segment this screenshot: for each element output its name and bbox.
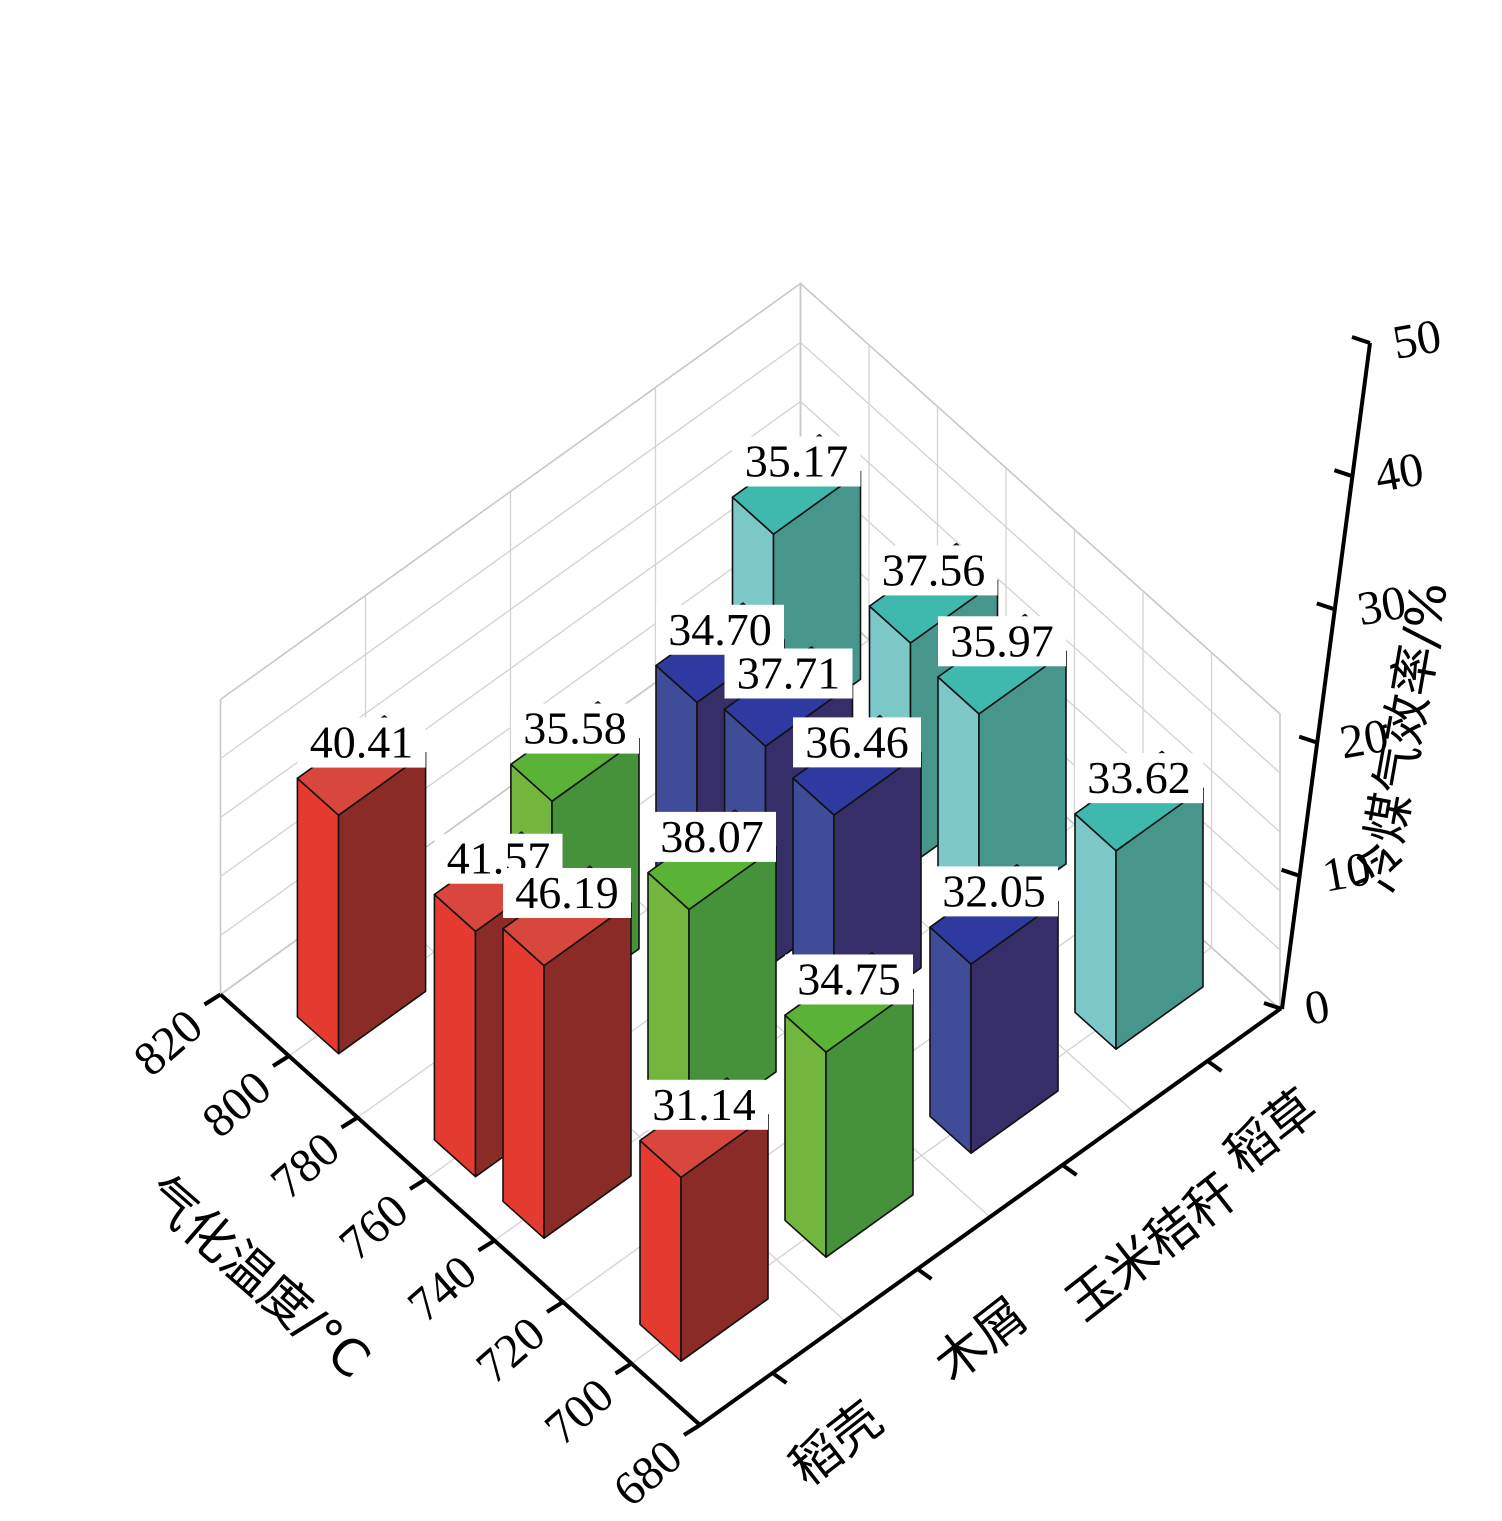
data-label: 33.62 — [1075, 752, 1203, 804]
bar-face-front — [502, 927, 545, 1239]
temperature-tick-label: 700 — [535, 1368, 624, 1455]
data-label: 46.19 — [503, 867, 631, 918]
temperature-tick-label: 760 — [329, 1184, 418, 1271]
value-tick-label: 30 — [1354, 576, 1410, 637]
data-label-text: 37.71 — [737, 648, 841, 699]
data-label-text: 35.58 — [523, 703, 627, 754]
bar-face-front — [296, 777, 340, 1055]
data-label-box — [1075, 753, 1203, 804]
data-label: 35.17 — [732, 435, 861, 487]
value-tick — [1298, 734, 1318, 745]
data-label-box — [640, 1079, 768, 1130]
data-label-text: 36.46 — [805, 716, 909, 767]
value-tick-label: 10 — [1318, 842, 1374, 903]
value-axis — [1280, 342, 1372, 1010]
data-label-text: 33.62 — [1087, 752, 1191, 803]
data-label-text: 34.75 — [797, 953, 901, 1004]
value-tick — [1280, 867, 1301, 878]
data-label-box — [938, 616, 1066, 667]
value-tick — [1263, 1001, 1283, 1011]
temperature-tick — [614, 1361, 633, 1376]
data-label-text: 38.07 — [660, 811, 764, 862]
bar-face-front — [433, 893, 477, 1178]
temperature-tick-label: 800 — [192, 1061, 281, 1148]
data-label-text: 40.41 — [310, 717, 414, 768]
value-tick — [1333, 468, 1354, 479]
temperature-tick-label: 780 — [261, 1122, 350, 1209]
data-label-box — [869, 545, 998, 596]
data-label: 34.70 — [656, 604, 784, 655]
data-label-box — [656, 604, 784, 655]
data-label-box — [503, 867, 631, 918]
value-tick — [1316, 601, 1336, 612]
temperature-tick — [545, 1300, 565, 1314]
material-tick-label: 稻壳 — [779, 1390, 894, 1497]
temperature-tick — [408, 1177, 428, 1191]
data-label: 31.14 — [640, 1079, 768, 1130]
data-label-text: 31.14 — [652, 1079, 756, 1130]
gridline — [220, 400, 1281, 833]
material-tick — [771, 1371, 788, 1385]
data-label-text: 35.97 — [950, 615, 1054, 666]
bar-face-front — [1074, 813, 1117, 1050]
data-label: 32.05 — [930, 865, 1058, 917]
data-label-text: 46.19 — [515, 867, 619, 918]
temperature-axis — [219, 993, 702, 1427]
gridline — [220, 341, 1281, 774]
data-label-box — [511, 703, 639, 754]
data-label-box — [732, 436, 861, 487]
data-label-text: 37.56 — [882, 544, 986, 595]
material-tick — [1061, 1163, 1078, 1177]
value-tick-label: 0 — [1301, 979, 1334, 1035]
temperature-tick — [340, 1115, 359, 1130]
value-tick-label: 20 — [1336, 709, 1392, 770]
material-tick — [1206, 1059, 1223, 1073]
value-tick-label: 40 — [1371, 443, 1427, 504]
data-label: 40.41 — [297, 717, 426, 768]
data-label: 37.56 — [869, 544, 998, 596]
temperature-tick — [271, 1054, 291, 1068]
data-label-box — [648, 811, 776, 862]
material-tick — [916, 1267, 933, 1281]
temperature-tick — [682, 1423, 702, 1437]
temperature-tick-label: 720 — [466, 1307, 555, 1394]
material-tick-label: 稻草 — [1214, 1078, 1329, 1185]
bar-face-front — [639, 1139, 682, 1362]
data-label-box — [793, 717, 921, 768]
data-label: 36.46 — [793, 716, 921, 768]
data-label-text: 32.05 — [942, 865, 1046, 916]
data-label: 34.75 — [785, 953, 913, 1005]
bar-face-front — [784, 1014, 827, 1258]
data-label-box — [297, 717, 426, 768]
data-label-text: 35.17 — [745, 435, 849, 486]
data-label: 35.97 — [938, 615, 1066, 667]
temperature-axis-title: 气化温度/°C — [134, 1164, 381, 1389]
temperature-tick — [477, 1238, 496, 1253]
value-tick-label: 50 — [1389, 309, 1445, 370]
value-tick — [1351, 335, 1371, 345]
temperature-tick-label: 680 — [603, 1430, 692, 1517]
data-label-box — [930, 866, 1058, 917]
material-axis — [698, 1007, 1282, 1427]
bar-稻草-740 — [937, 613, 1067, 928]
data-label: 37.71 — [724, 648, 853, 699]
data-label: 35.58 — [511, 703, 639, 754]
data-label-box — [785, 954, 913, 1005]
temperature-tick — [203, 992, 222, 1007]
data-label: 38.07 — [648, 811, 776, 862]
material-tick-label: 木屑 — [924, 1286, 1039, 1393]
bar-face-front — [929, 926, 972, 1154]
bar-稻壳-740 — [502, 865, 632, 1239]
data-label-text: 34.70 — [668, 604, 772, 655]
material-tick-label: 玉米秸秆 — [1055, 1163, 1248, 1332]
data-label-box — [724, 648, 853, 699]
temperature-tick-label: 820 — [124, 999, 213, 1086]
temperature-tick-label: 740 — [398, 1245, 487, 1332]
